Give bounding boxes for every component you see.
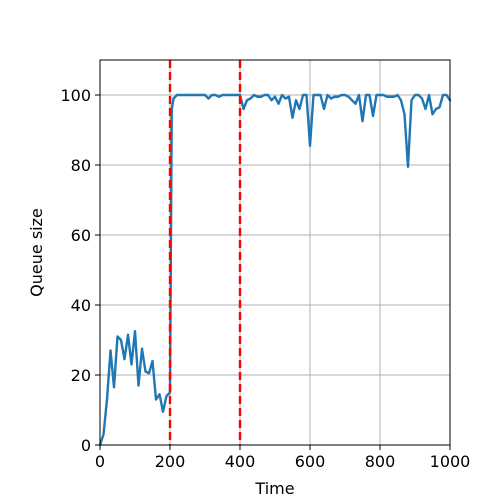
x-axis-label: Time: [254, 479, 294, 498]
queue-size-series-line: [98, 93, 452, 447]
y-tick-label: 20: [71, 366, 91, 385]
y-tick-label: 60: [71, 226, 91, 245]
y-tick-label: 0: [81, 436, 91, 455]
plot-frame: [99, 59, 451, 446]
x-tick-label: 600: [295, 452, 326, 471]
reference-lines: [168, 60, 242, 445]
y-tick-label: 80: [71, 156, 91, 175]
x-tick-label: 0: [95, 452, 105, 471]
x-tick-label: 800: [365, 452, 396, 471]
x-axis: 0 200 400 600 800 1000: [95, 445, 470, 471]
x-tick-label: 400: [225, 452, 256, 471]
series-layer: [98, 93, 452, 447]
y-tick-label: 40: [71, 296, 91, 315]
y-axis: 0 20 40 60 80 100: [60, 86, 100, 455]
y-axis-label: Queue size: [27, 208, 46, 297]
y-tick-label: 100: [60, 86, 91, 105]
x-tick-label: 200: [155, 452, 186, 471]
x-tick-label: 1000: [430, 452, 471, 471]
